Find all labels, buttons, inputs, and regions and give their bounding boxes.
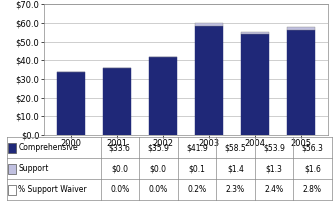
Bar bbox=[241, 32, 269, 34]
Text: 0.2%: 0.2% bbox=[187, 185, 206, 194]
Bar bbox=[287, 27, 315, 30]
Bar bbox=[195, 26, 223, 135]
Text: $35.9: $35.9 bbox=[147, 143, 169, 152]
Bar bbox=[149, 57, 177, 135]
Bar bbox=[195, 23, 223, 26]
Bar bbox=[287, 30, 315, 135]
Text: $33.6: $33.6 bbox=[109, 143, 131, 152]
Text: Comprehensive: Comprehensive bbox=[18, 143, 78, 152]
Text: $1.3: $1.3 bbox=[265, 164, 282, 173]
Text: $1.6: $1.6 bbox=[304, 164, 321, 173]
Bar bbox=[241, 34, 269, 135]
Text: $0.1: $0.1 bbox=[188, 164, 205, 173]
Text: $41.9: $41.9 bbox=[186, 143, 208, 152]
Text: $56.3: $56.3 bbox=[302, 143, 323, 152]
Text: 2.3%: 2.3% bbox=[226, 185, 245, 194]
Text: 2.4%: 2.4% bbox=[264, 185, 283, 194]
Text: 2.8%: 2.8% bbox=[303, 185, 322, 194]
Text: % Support Waiver: % Support Waiver bbox=[18, 185, 87, 194]
Text: $53.9: $53.9 bbox=[263, 143, 285, 152]
Text: $0.0: $0.0 bbox=[150, 164, 167, 173]
Bar bbox=[57, 72, 85, 135]
Text: Support: Support bbox=[18, 164, 49, 173]
Text: $0.0: $0.0 bbox=[111, 164, 128, 173]
Bar bbox=[103, 68, 131, 135]
Text: 0.0%: 0.0% bbox=[149, 185, 168, 194]
Text: $58.5: $58.5 bbox=[224, 143, 246, 152]
Text: $1.4: $1.4 bbox=[227, 164, 244, 173]
Text: 0.0%: 0.0% bbox=[110, 185, 129, 194]
